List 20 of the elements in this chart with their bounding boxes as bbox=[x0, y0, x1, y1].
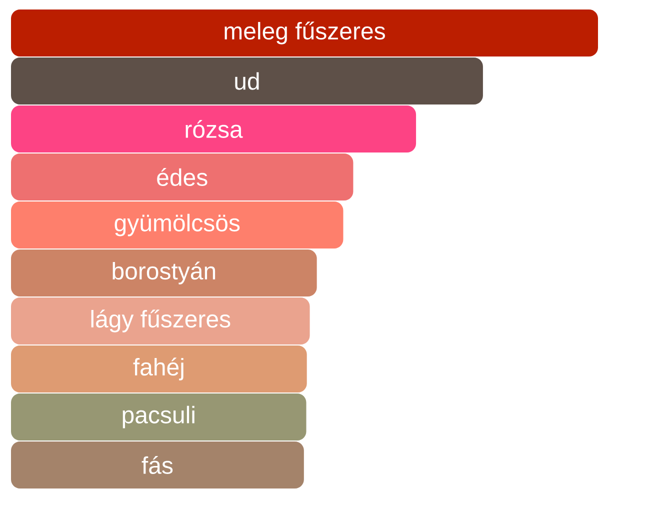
y-tick-label: édes bbox=[157, 168, 208, 186]
y-tick-label: ud bbox=[235, 72, 259, 90]
y-tick-label: meleg fűszeres bbox=[224, 22, 385, 44]
y-tick-label: lágy fűszeres bbox=[91, 310, 230, 332]
bar bbox=[11, 442, 304, 489]
bar bbox=[11, 154, 354, 201]
y-tick-label: rózsa bbox=[186, 120, 243, 138]
y-tick-label: gyümölcsös bbox=[114, 214, 240, 236]
bar bbox=[11, 106, 416, 153]
bar bbox=[11, 202, 344, 249]
y-tick-label: borostyán bbox=[112, 262, 216, 284]
bar bbox=[11, 58, 483, 105]
y-tick-label: fás bbox=[142, 456, 173, 474]
bar bbox=[11, 10, 598, 57]
bar bbox=[11, 298, 310, 345]
y-tick-label: pacsuli bbox=[122, 406, 194, 428]
bar bbox=[11, 394, 306, 441]
bar bbox=[11, 346, 307, 393]
y-tick-label: fahéj bbox=[133, 358, 184, 380]
bar bbox=[11, 250, 317, 297]
